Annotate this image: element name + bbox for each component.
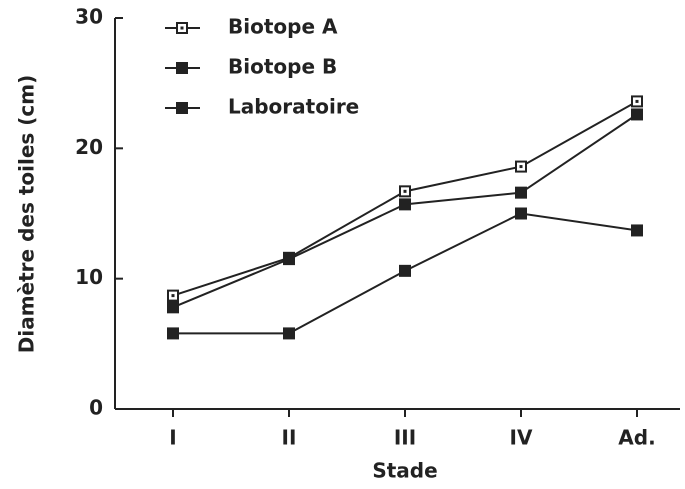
marker — [283, 327, 295, 340]
marker — [283, 253, 295, 266]
x-tick-label: Ad. — [618, 426, 655, 450]
marker — [167, 301, 179, 314]
marker-dot — [403, 189, 407, 193]
marker — [176, 62, 188, 74]
marker — [515, 207, 527, 220]
marker-dot — [519, 165, 523, 169]
x-tick-label: III — [394, 426, 416, 450]
x-tick-label: IV — [510, 426, 533, 450]
series-line — [172, 113, 638, 309]
marker-dot — [635, 99, 639, 103]
marker — [631, 224, 643, 237]
y-tick-label: 30 — [75, 5, 103, 29]
legend-label: Biotope A — [228, 15, 338, 39]
x-tick-label: I — [169, 426, 176, 450]
legend-label: Biotope B — [228, 55, 337, 79]
x-tick-label: II — [282, 426, 297, 450]
marker — [176, 102, 188, 114]
x-axis-label: Stade — [372, 459, 437, 483]
y-tick-label: 20 — [75, 135, 103, 159]
marker — [399, 198, 411, 211]
marker-dot — [180, 26, 184, 30]
y-axis-label: Diamètre des toiles (cm) — [15, 75, 39, 353]
legend-label: Laboratoire — [228, 95, 359, 119]
marker — [167, 327, 179, 340]
marker — [515, 186, 527, 199]
marker-dot — [171, 294, 175, 298]
y-tick-label: 0 — [89, 396, 103, 420]
marker — [631, 108, 643, 121]
y-tick-label: 10 — [75, 265, 103, 289]
marker — [399, 264, 411, 277]
